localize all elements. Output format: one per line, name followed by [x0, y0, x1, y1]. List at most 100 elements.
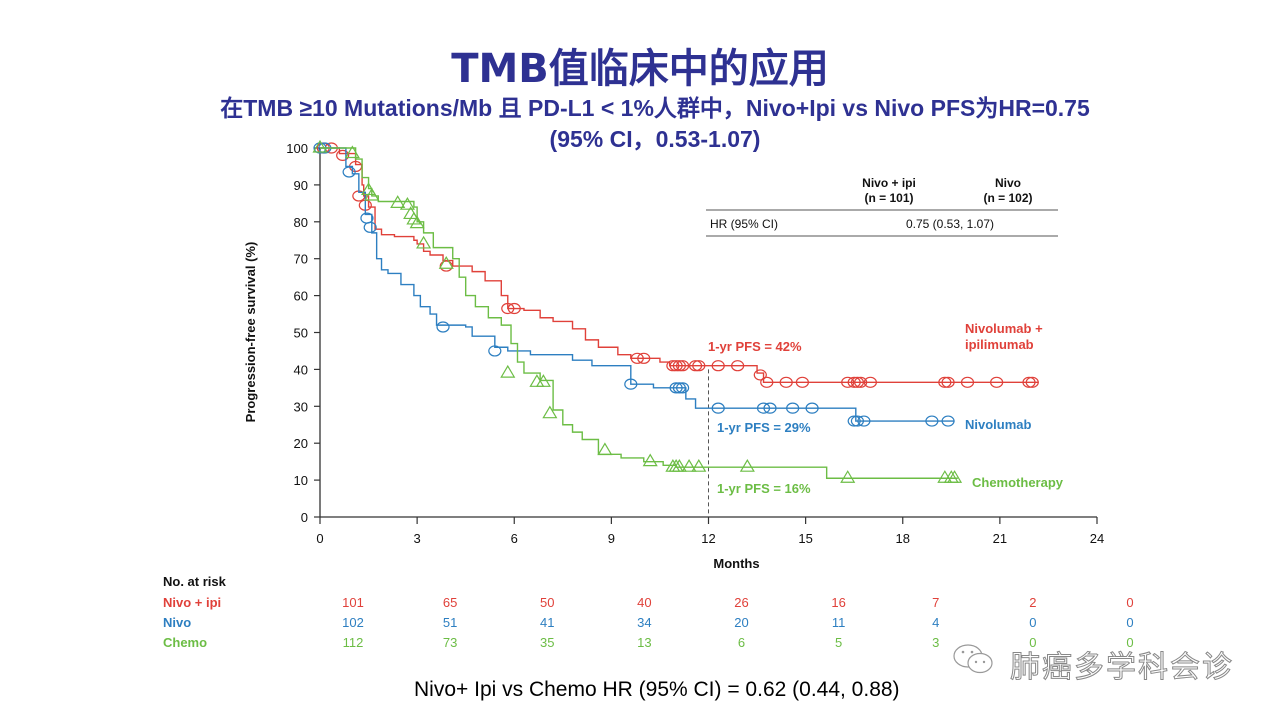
censor-mark-circle [731, 360, 745, 372]
risk-count: 2 [1029, 595, 1036, 610]
censor-mark-circle [1022, 376, 1036, 388]
y-tick-label: 40 [294, 362, 308, 377]
hr-table-row-value: 0.75 (0.53, 1.07) [906, 217, 994, 231]
y-tick-label: 30 [294, 399, 308, 414]
censor-mark-circle [675, 360, 690, 372]
series-chemotherapy: 1-yr PFS = 16% [312, 139, 963, 496]
slide-title: TMB值临床中的应用 [451, 46, 829, 92]
censor-mark-circle [672, 382, 686, 394]
risk-count: 40 [637, 595, 651, 610]
censor-mark-circle [669, 382, 683, 394]
y-tick-label: 0 [301, 510, 308, 525]
censor-mark-circle [507, 302, 521, 315]
risk-count: 3 [932, 635, 939, 650]
censor-mark-triangle [416, 235, 432, 249]
censor-mark-triangle [409, 215, 425, 229]
risk-table-title: No. at risk [163, 574, 227, 589]
censor-mark-triangle [399, 197, 415, 210]
risk-count: 34 [637, 615, 651, 630]
censor-mark-circle [847, 376, 861, 388]
one-year-pfs-annotation: 1-yr PFS = 29% [717, 420, 811, 435]
y-tick-label: 60 [294, 289, 308, 304]
risk-count: 112 [343, 635, 364, 650]
x-tick-label: 6 [511, 531, 518, 546]
x-tick-label: 15 [798, 531, 812, 546]
y-tick-label: 100 [286, 141, 308, 156]
censor-mark-circle [675, 382, 690, 394]
censor-mark-circle [857, 415, 871, 427]
series-nivolumab-ipilimumab: 1-yr PFS = 42% [316, 142, 1039, 388]
censor-mark-circle [692, 360, 706, 372]
censor-mark-circle [941, 376, 955, 388]
survival-curve [320, 147, 958, 479]
censor-mark-triangle [438, 256, 454, 269]
y-tick-label: 90 [294, 178, 308, 193]
censor-mark-circle [336, 149, 350, 161]
censor-mark-triangle [364, 187, 380, 201]
y-tick-label: 80 [294, 215, 308, 230]
censor-mark-triangle [642, 453, 658, 467]
series-labels: Nivolumab +ipilimumab Nivolumab Chemothera… [965, 321, 1064, 490]
censor-mark-circle [711, 360, 725, 372]
censor-mark-circle [439, 260, 453, 272]
hr-table-col-header: Nivo [995, 176, 1021, 190]
hr-table: Nivo + ipi(n = 101) Nivo(n = 102) HR (95% … [706, 176, 1058, 237]
curves: 1-yr PFS = 42% 1-yr PFS = 29% 1-yr PFS = 1… [312, 139, 1039, 496]
censor-mark-triangle [542, 405, 558, 419]
risk-count: 5 [835, 635, 842, 650]
hr-table-row-label: HR (95% CI) [710, 217, 778, 231]
censor-mark-circle [688, 360, 703, 372]
x-tick-label: 0 [316, 531, 323, 546]
y-axis-label: Progression-free survival (%) [243, 242, 258, 423]
censor-mark-circle [763, 402, 777, 414]
x-tick-label: 21 [993, 531, 1007, 546]
censor-mark-circle [850, 376, 865, 388]
censor-mark-triangle [535, 374, 551, 387]
risk-count: 26 [734, 595, 748, 610]
y-tick-label: 20 [294, 436, 308, 451]
risk-count: 65 [443, 595, 457, 610]
risk-count: 16 [831, 595, 845, 610]
slide-subtitle-line1: 在TMB ≥10 Mutations/Mb 且 PD-L1 < 1%人群中，Ni… [220, 95, 1090, 121]
watermark-text: 肺癌多学科会诊 [1010, 650, 1234, 686]
censor-mark-triangle [597, 442, 613, 456]
risk-count: 4 [932, 615, 939, 630]
risk-row-label: Chemo [163, 635, 207, 650]
censor-mark-circle [863, 376, 877, 388]
hr-table-col-header: (n = 101) [864, 191, 913, 205]
risk-count: 35 [540, 635, 554, 650]
censor-mark-circle [342, 166, 356, 178]
wechat-icon [953, 644, 993, 674]
risk-count: 20 [734, 615, 748, 630]
one-year-pfs-annotation: 1-yr PFS = 16% [717, 481, 811, 496]
censor-mark-triangle [739, 459, 755, 472]
censor-mark-triangle [406, 211, 422, 225]
censor-mark-triangle [840, 470, 856, 483]
censor-mark-triangle [671, 459, 687, 472]
risk-count: 11 [832, 615, 846, 630]
x-tick-label: 18 [896, 531, 910, 546]
risk-row-label: Nivo + ipi [163, 595, 221, 610]
censor-mark-circle [488, 345, 502, 357]
censor-mark-circle [854, 376, 868, 388]
series-label: Chemotherapy [972, 475, 1064, 490]
y-tick-label: 50 [294, 326, 308, 341]
censor-mark-circle [624, 378, 638, 390]
risk-count: 0 [1029, 635, 1036, 650]
censor-mark-circle [779, 376, 793, 388]
censor-mark-circle [669, 360, 683, 372]
censor-mark-circle [666, 360, 680, 372]
censor-mark-triangle [946, 470, 963, 483]
censor-mark-triangle [681, 459, 697, 472]
risk-count: 13 [637, 635, 651, 650]
risk-count: 0 [1126, 615, 1133, 630]
axes: 0 10 20 30 40 50 60 70 80 90 100 0 3 6 9 12 15 18 21 24 Mont… [243, 141, 1104, 571]
series-label: Nivolumab + [965, 321, 1043, 336]
censor-mark-circle [841, 376, 855, 388]
censor-mark-circle [960, 376, 975, 388]
x-axis-label: Months [713, 556, 759, 571]
risk-count: 41 [540, 615, 554, 630]
x-tick-label: 3 [414, 531, 421, 546]
